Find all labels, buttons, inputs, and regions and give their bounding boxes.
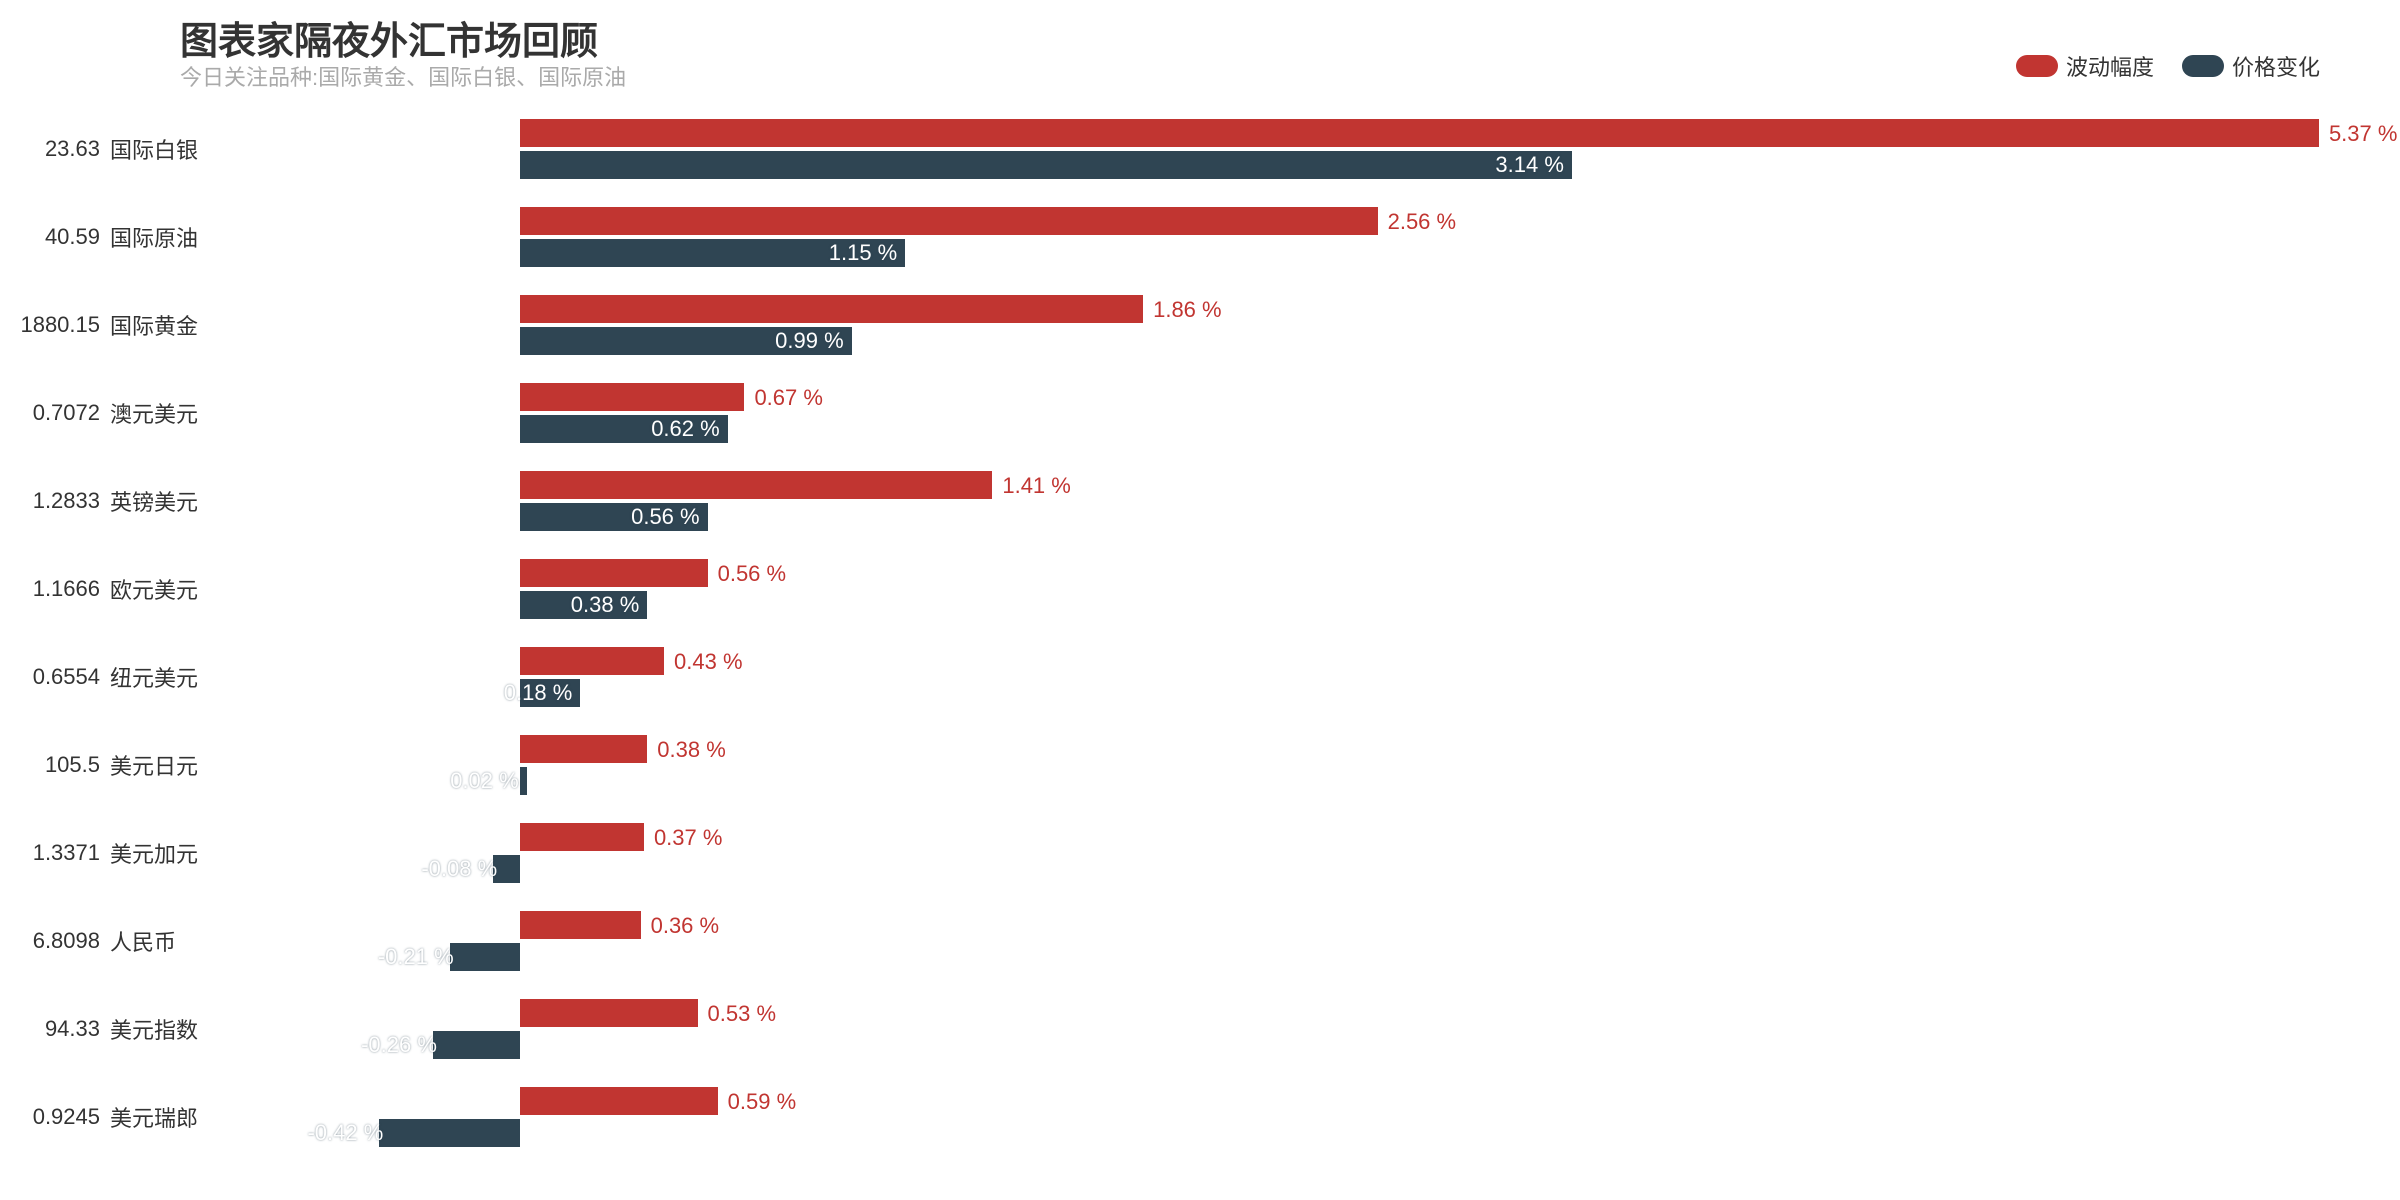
- table-row: 23.63 国际白银 5.37 % 3.14 %: [0, 105, 2400, 193]
- table-row: 105.5 美元日元 0.38 % 0.02 %: [0, 721, 2400, 809]
- row-name: 美元指数: [110, 1013, 198, 1045]
- row-name: 欧元美元: [110, 573, 198, 605]
- table-row: 1.1666 欧元美元 0.56 % 0.38 %: [0, 545, 2400, 633]
- row-price: 1.3371: [33, 840, 100, 866]
- row-name: 美元日元: [110, 749, 198, 781]
- chart-title: 图表家隔夜外汇市场回顾: [180, 10, 598, 65]
- forex-review-chart: 图表家隔夜外汇市场回顾 今日关注品种:国际黄金、国际白银、国际原油 波动幅度 价…: [0, 0, 2400, 1200]
- row-name: 澳元美元: [110, 397, 198, 429]
- bar-label-volatility: 1.86 %: [1153, 297, 1222, 323]
- bar-label-price-change: -0.08 %: [421, 856, 497, 882]
- legend-swatch-price-change: [2182, 55, 2224, 77]
- row-name: 人民币: [110, 925, 176, 957]
- bar-volatility: [520, 823, 644, 851]
- bar-volatility: [520, 999, 698, 1027]
- bar-price-change: [450, 943, 520, 971]
- row-name: 国际原油: [110, 221, 198, 253]
- bar-label-price-change: -0.21 %: [378, 944, 454, 970]
- row-price: 0.6554: [33, 664, 100, 690]
- bar-label-price-change: 0.18 %: [504, 680, 573, 706]
- bar-volatility: [520, 119, 2319, 147]
- bar-price-change: [520, 767, 527, 795]
- row-price: 6.8098: [33, 928, 100, 954]
- bar-label-price-change: 0.99 %: [775, 328, 844, 354]
- row-price: 1.1666: [33, 576, 100, 602]
- bar-label-volatility: 0.67 %: [754, 385, 823, 411]
- table-row: 1.3371 美元加元 0.37 % -0.08 %: [0, 809, 2400, 897]
- bar-label-price-change: 1.15 %: [829, 240, 898, 266]
- row-name: 美元瑞郎: [110, 1101, 198, 1133]
- chart-legend: 波动幅度 价格变化: [2016, 50, 2320, 82]
- bar-label-volatility: 0.38 %: [657, 737, 726, 763]
- bar-label-price-change: 0.02 %: [450, 768, 519, 794]
- bar-volatility: [520, 295, 1143, 323]
- row-name: 国际黄金: [110, 309, 198, 341]
- table-row: 1.2833 英镑美元 1.41 % 0.56 %: [0, 457, 2400, 545]
- table-row: 0.7072 澳元美元 0.67 % 0.62 %: [0, 369, 2400, 457]
- bar-label-volatility: 2.56 %: [1388, 209, 1457, 235]
- bar-label-volatility: 0.43 %: [674, 649, 743, 675]
- bar-label-volatility: 0.56 %: [718, 561, 787, 587]
- bar-label-volatility: 0.36 %: [651, 913, 720, 939]
- legend-label-volatility: 波动幅度: [2066, 50, 2154, 82]
- table-row: 94.33 美元指数 0.53 % -0.26 %: [0, 985, 2400, 1073]
- legend-item-volatility[interactable]: 波动幅度: [2016, 50, 2154, 82]
- row-price: 94.33: [45, 1016, 100, 1042]
- row-price: 1.2833: [33, 488, 100, 514]
- table-row: 0.9245 美元瑞郎 0.59 % -0.42 %: [0, 1073, 2400, 1161]
- table-row: 6.8098 人民币 0.36 % -0.21 %: [0, 897, 2400, 985]
- bar-volatility: [520, 735, 647, 763]
- bar-label-volatility: 1.41 %: [1002, 473, 1071, 499]
- row-price: 40.59: [45, 224, 100, 250]
- row-price: 1880.15: [20, 312, 100, 338]
- bar-volatility: [520, 647, 664, 675]
- legend-item-price-change[interactable]: 价格变化: [2182, 50, 2320, 82]
- row-name: 英镑美元: [110, 485, 198, 517]
- row-name: 美元加元: [110, 837, 198, 869]
- row-name: 国际白银: [110, 133, 198, 165]
- bar-label-volatility: 5.37 %: [2329, 121, 2398, 147]
- bar-volatility: [520, 383, 744, 411]
- table-row: 1880.15 国际黄金 1.86 % 0.99 %: [0, 281, 2400, 369]
- row-name: 纽元美元: [110, 661, 198, 693]
- row-price: 0.7072: [33, 400, 100, 426]
- bar-volatility: [520, 471, 992, 499]
- table-row: 0.6554 纽元美元 0.43 % 0.18 %: [0, 633, 2400, 721]
- bar-label-volatility: 0.37 %: [654, 825, 723, 851]
- row-price: 0.9245: [33, 1104, 100, 1130]
- chart-plot-area: 23.63 国际白银 5.37 % 3.14 % 40.59 国际原油 2.56 % 1.15…: [0, 105, 2400, 1180]
- row-price: 23.63: [45, 136, 100, 162]
- bar-label-volatility: 0.59 %: [728, 1089, 797, 1115]
- legend-label-price-change: 价格变化: [2232, 50, 2320, 82]
- bar-label-price-change: 0.38 %: [571, 592, 640, 618]
- bar-label-price-change: 3.14 %: [1495, 152, 1564, 178]
- bar-volatility: [520, 911, 641, 939]
- bar-price-change: [520, 151, 1572, 179]
- bar-label-price-change: -0.26 %: [361, 1032, 437, 1058]
- bar-label-volatility: 0.53 %: [708, 1001, 777, 1027]
- bar-label-price-change: -0.42 %: [307, 1120, 383, 1146]
- bar-label-price-change: 0.56 %: [631, 504, 700, 530]
- bar-price-change: [433, 1031, 520, 1059]
- bar-price-change: [379, 1119, 520, 1147]
- table-row: 40.59 国际原油 2.56 % 1.15 %: [0, 193, 2400, 281]
- bar-volatility: [520, 1087, 718, 1115]
- bar-volatility: [520, 559, 708, 587]
- chart-subtitle: 今日关注品种:国际黄金、国际白银、国际原油: [180, 60, 626, 92]
- row-price: 105.5: [45, 752, 100, 778]
- bar-volatility: [520, 207, 1378, 235]
- bar-label-price-change: 0.62 %: [651, 416, 720, 442]
- legend-swatch-volatility: [2016, 55, 2058, 77]
